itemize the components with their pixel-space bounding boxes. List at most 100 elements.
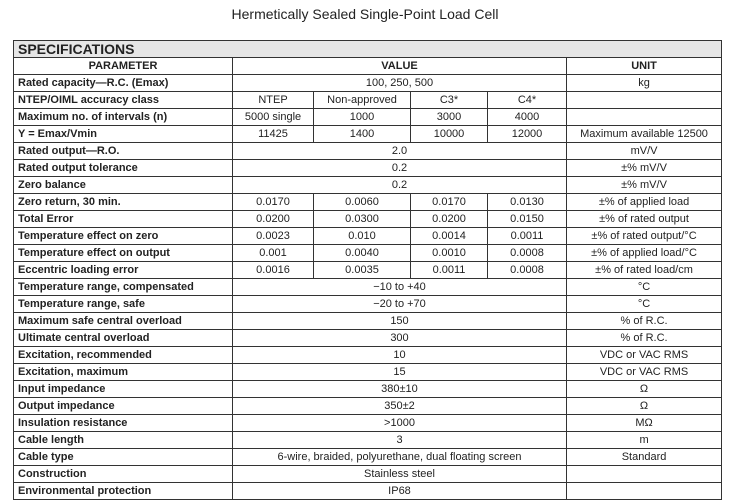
value-cell: 0.2 (232, 159, 567, 177)
header-parameter: PARAMETER (13, 57, 233, 75)
value-cell: 6-wire, braided, polyurethane, dual floa… (232, 448, 567, 466)
unit-cell: mV/V (565, 142, 723, 160)
unit-cell: ±% of applied load/°C (565, 244, 723, 262)
value-cell: 0.0008 (487, 244, 567, 262)
table-row: Cable type 6-wire, braided, polyurethane,… (13, 448, 723, 466)
value-cell: 0.0200 (410, 210, 488, 228)
parameter-cell: Maximum no. of intervals (n) (13, 108, 233, 126)
value-cell: 11425 (232, 125, 314, 143)
table-row: Construction Stainless steel (13, 465, 723, 483)
unit-cell: % of R.C. (565, 312, 723, 330)
value-cell: IP68 (232, 482, 567, 500)
value-cell: C3* (410, 91, 488, 109)
table-row: Input impedance 380±10 Ω (13, 380, 723, 398)
table-row: Cable length 3 m (13, 431, 723, 449)
unit-cell: Ω (565, 380, 723, 398)
unit-cell (565, 91, 723, 109)
parameter-cell: Environmental protection (13, 482, 233, 500)
value-cell: Non-approved (313, 91, 411, 109)
unit-cell: °C (565, 295, 723, 313)
unit-cell: Standard (565, 448, 723, 466)
parameter-cell: Output impedance (13, 397, 233, 415)
value-cell: 100, 250, 500 (232, 74, 567, 92)
value-cell: 0.0011 (410, 261, 488, 279)
value-cell: 150 (232, 312, 567, 330)
value-cell: 0.0014 (410, 227, 488, 245)
value-cell: 12000 (487, 125, 567, 143)
value-cell: 0.0150 (487, 210, 567, 228)
unit-cell: % of R.C. (565, 329, 723, 347)
value-cell: 3000 (410, 108, 488, 126)
unit-cell: Maximum available 12500 (565, 125, 723, 143)
unit-cell: MΩ (565, 414, 723, 432)
value-cell: 380±10 (232, 380, 567, 398)
table-row: Rated output tolerance 0.2 ±% mV/V (13, 159, 723, 177)
table-row: Ultimate central overload 300% of R.C. (13, 329, 723, 347)
value-cell: 4000 (487, 108, 567, 126)
table-row: Environmental protection IP68 (13, 482, 723, 500)
parameter-cell: Temperature range, safe (13, 295, 233, 313)
table-row: Temperature effect on zero 0.0023 0.010 0.0… (13, 227, 723, 245)
value-cell: 1400 (313, 125, 411, 143)
parameter-cell: Zero return, 30 min. (13, 193, 233, 211)
header-value: VALUE (232, 57, 567, 75)
parameter-cell: Ultimate central overload (13, 329, 233, 347)
unit-cell: VDC or VAC RMS (565, 363, 723, 381)
unit-cell (565, 482, 723, 500)
value-cell: 0.0035 (313, 261, 411, 279)
unit-cell: ±% mV/V (565, 159, 723, 177)
table-row: Temperature range, compensated −10 to +40… (13, 278, 723, 296)
parameter-cell: Y = Emax/Vmin (13, 125, 233, 143)
value-cell: 300 (232, 329, 567, 347)
parameter-cell: Insulation resistance (13, 414, 233, 432)
table-row: Eccentric loading error 0.0016 0.0035 0.001… (13, 261, 723, 279)
table-row: Zero balance 0.2 ±% mV/V (13, 176, 723, 194)
value-cell: 0.0060 (313, 193, 411, 211)
table-row: Output impedance 350±2 Ω (13, 397, 723, 415)
value-cell: −20 to +70 (232, 295, 567, 313)
value-cell: Stainless steel (232, 465, 567, 483)
value-cell: 0.010 (313, 227, 411, 245)
value-cell: 0.0040 (313, 244, 411, 262)
unit-cell: VDC or VAC RMS (565, 346, 723, 364)
parameter-cell: Input impedance (13, 380, 233, 398)
parameter-cell: Temperature range, compensated (13, 278, 233, 296)
unit-cell: m (565, 431, 723, 449)
unit-cell (565, 108, 723, 126)
value-cell: 15 (232, 363, 567, 381)
unit-cell: Ω (565, 397, 723, 415)
parameter-cell: Temperature effect on output (13, 244, 233, 262)
value-cell: NTEP (232, 91, 314, 109)
parameter-cell: Excitation, maximum (13, 363, 233, 381)
value-cell: 0.0200 (232, 210, 314, 228)
unit-cell: ±% of rated output/°C (565, 227, 723, 245)
parameter-cell: Rated capacity—R.C. (Emax) (13, 74, 233, 92)
table-row: Total Error 0.0200 0.0300 0.0200 0.0150 ±% of… (13, 210, 723, 228)
parameter-cell: Maximum safe central overload (13, 312, 233, 330)
header-unit: UNIT (565, 57, 723, 75)
parameter-cell: Zero balance (13, 176, 233, 194)
value-cell: 1000 (313, 108, 411, 126)
parameter-cell: NTEP/OIML accuracy class (13, 91, 233, 109)
table-row: Y = Emax/Vmin 11425 1400 10000 12000 Maximum … (13, 125, 723, 143)
section-header-row: SPECIFICATIONS (12, 40, 723, 58)
parameter-cell: Temperature effect on zero (13, 227, 233, 245)
parameter-cell: Construction (13, 465, 233, 483)
value-cell: 350±2 (232, 397, 567, 415)
value-cell: 0.0011 (487, 227, 567, 245)
table-row: NTEP/OIML accuracy class NTEP Non-approved… (13, 91, 723, 109)
table-row: Maximum no. of intervals (n) 5000 single 1… (13, 108, 723, 126)
parameter-cell: Total Error (13, 210, 233, 228)
table-row: Zero return, 30 min. 0.0170 0.0060 0.0170 0.… (13, 193, 723, 211)
value-cell: 10000 (410, 125, 488, 143)
table-row: Insulation resistance >1000 MΩ (13, 414, 723, 432)
value-cell: 0.0130 (487, 193, 567, 211)
table-row: Maximum safe central overload 150% of R.C… (13, 312, 723, 330)
unit-cell: ±% of rated output (565, 210, 723, 228)
document-title: Hermetically Sealed Single-Point Load Ce… (231, 6, 499, 22)
value-cell: 5000 single (232, 108, 314, 126)
value-cell: 0.0010 (410, 244, 488, 262)
table-row: Excitation, recommended 10 VDC or VAC RMS (13, 346, 723, 364)
table-row: Rated capacity—R.C. (Emax) 100, 250, 500 k… (13, 74, 723, 92)
parameter-cell: Eccentric loading error (13, 261, 233, 279)
